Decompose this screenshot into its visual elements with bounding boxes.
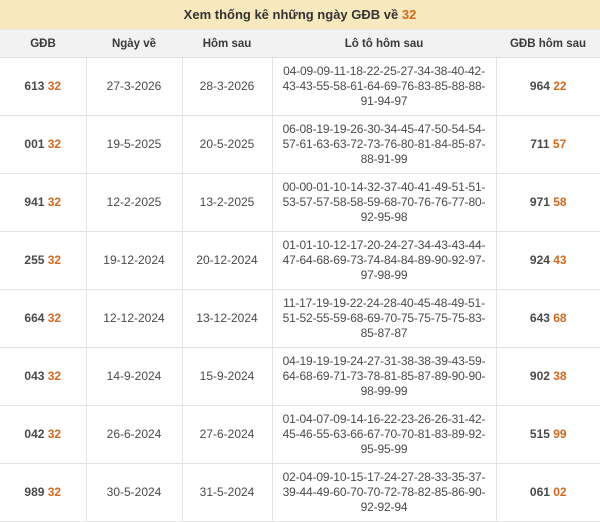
- gdb-next-prefix: 515: [529, 427, 554, 441]
- cell-gdb: 664 32: [0, 289, 87, 348]
- cell-lo-to-hom-sau: 06-08-19-19-26-30-34-45-47-50-54-54-57-6…: [272, 115, 497, 174]
- table-body: 613 32 27-3-2026 28-3-2026 04-09-09-11-18-2…: [0, 57, 600, 522]
- column-header-lo-to-hom-sau: Lô tô hôm sau: [272, 29, 496, 58]
- gdb-suffix: 32: [47, 427, 62, 441]
- table-row: 664 32 12-12-2024 13-12-2024 11-17-19-19-22…: [0, 289, 600, 348]
- column-header-ngay-ve: Ngày về: [86, 29, 182, 58]
- gdb-prefix: 664: [24, 311, 48, 325]
- table-row: 043 32 14-9-2024 15-9-2024 04-19-19-19-24-2…: [0, 347, 600, 406]
- cell-gdb-hom-sau: 924 43: [496, 231, 600, 290]
- cell-ngay-ve: 19-12-2024: [86, 231, 183, 290]
- gdb-next-suffix: 38: [553, 369, 567, 383]
- gdb-next-suffix: 57: [552, 137, 567, 151]
- cell-gdb-hom-sau: 964 22: [496, 57, 600, 116]
- page-title-text: Xem thống kê những ngày GĐB về: [183, 7, 402, 22]
- gdb-next-suffix: 99: [553, 427, 567, 441]
- cell-ngay-ve: 26-6-2024: [86, 405, 183, 464]
- column-header-gdb-hom-sau: GĐB hôm sau: [496, 29, 600, 58]
- gdb-next-prefix: 924: [529, 253, 554, 267]
- gdb-suffix: 32: [47, 137, 62, 151]
- cell-gdb: 001 32: [0, 115, 87, 174]
- cell-gdb-hom-sau: 971 58: [496, 173, 600, 232]
- cell-lo-to-hom-sau: 04-19-19-19-24-27-31-38-38-39-43-59-64-6…: [272, 347, 497, 406]
- table-row: 042 32 26-6-2024 27-6-2024 01-04-07-09-14-1…: [0, 405, 600, 464]
- gdb-suffix: 32: [47, 253, 62, 267]
- gdb-next-suffix: 02: [553, 485, 567, 499]
- gdb-prefix: 255: [24, 253, 48, 267]
- gdb-suffix: 32: [47, 369, 62, 383]
- gdb-next-prefix: 971: [529, 195, 554, 209]
- cell-lo-to-hom-sau: 00-00-01-10-14-32-37-40-41-49-51-51-53-5…: [272, 173, 497, 232]
- gdb-suffix: 32: [47, 79, 62, 93]
- gdb-next-prefix: 711: [530, 137, 553, 151]
- cell-gdb-hom-sau: 515 99: [496, 405, 600, 464]
- gdb-next-suffix: 43: [553, 253, 567, 267]
- cell-ngay-ve: 27-3-2026: [86, 57, 183, 116]
- gdb-prefix: 043: [24, 369, 48, 383]
- cell-hom-sau: 28-3-2026: [182, 57, 273, 116]
- cell-hom-sau: 27-6-2024: [182, 405, 273, 464]
- table-row: 941 32 12-2-2025 13-2-2025 00-00-01-10-14-3…: [0, 173, 600, 232]
- cell-gdb: 255 32: [0, 231, 87, 290]
- statistics-table: GĐB Ngày về Hôm sau Lô tô hôm sau GĐB hô…: [0, 29, 600, 522]
- cell-hom-sau: 31-5-2024: [182, 463, 273, 522]
- cell-lo-to-hom-sau: 11-17-19-19-22-24-28-40-45-48-49-51-51-5…: [272, 289, 497, 348]
- gdb-prefix: 941: [24, 195, 48, 209]
- gdb-next-suffix: 22: [553, 79, 567, 93]
- column-header-gdb: GĐB: [0, 29, 86, 58]
- table-row: 001 32 19-5-2025 20-5-2025 06-08-19-19-26-3…: [0, 115, 600, 174]
- gdb-next-prefix: 061: [529, 485, 554, 499]
- gdb-next-suffix: 68: [553, 311, 567, 325]
- gdb-prefix: 613: [24, 79, 48, 93]
- gdb-next-prefix: 964: [529, 79, 554, 93]
- page-title: Xem thống kê những ngày GĐB về 32: [0, 0, 600, 29]
- table-header: GĐB Ngày về Hôm sau Lô tô hôm sau GĐB hô…: [0, 29, 600, 58]
- cell-hom-sau: 15-9-2024: [182, 347, 273, 406]
- gdb-suffix: 32: [47, 195, 62, 209]
- cell-hom-sau: 13-2-2025: [182, 173, 273, 232]
- cell-lo-to-hom-sau: 01-01-10-12-17-20-24-27-34-43-43-44-47-6…: [272, 231, 497, 290]
- column-header-hom-sau: Hôm sau: [182, 29, 272, 58]
- gdb-next-prefix: 643: [529, 311, 554, 325]
- table-row: 255 32 19-12-2024 20-12-2024 01-01-10-12-17…: [0, 231, 600, 290]
- cell-hom-sau: 20-12-2024: [182, 231, 273, 290]
- cell-gdb: 043 32: [0, 347, 87, 406]
- gdb-next-suffix: 58: [553, 195, 567, 209]
- cell-gdb-hom-sau: 643 68: [496, 289, 600, 348]
- gdb-suffix: 32: [47, 485, 62, 499]
- cell-ngay-ve: 12-2-2025: [86, 173, 183, 232]
- gdb-prefix: 989: [24, 485, 48, 499]
- table-row: 989 32 30-5-2024 31-5-2024 02-04-09-10-15-1…: [0, 463, 600, 522]
- cell-ngay-ve: 12-12-2024: [86, 289, 183, 348]
- cell-ngay-ve: 14-9-2024: [86, 347, 183, 406]
- cell-hom-sau: 13-12-2024: [182, 289, 273, 348]
- cell-gdb-hom-sau: 061 02: [496, 463, 600, 522]
- cell-ngay-ve: 30-5-2024: [86, 463, 183, 522]
- cell-lo-to-hom-sau: 04-09-09-11-18-22-25-27-34-38-40-42-43-4…: [272, 57, 497, 116]
- cell-hom-sau: 20-5-2025: [182, 115, 273, 174]
- table-row: 613 32 27-3-2026 28-3-2026 04-09-09-11-18-2…: [0, 57, 600, 116]
- gdb-suffix: 32: [47, 311, 62, 325]
- gdb-next-prefix: 902: [529, 369, 554, 383]
- page-title-highlight: 32: [401, 7, 417, 22]
- cell-lo-to-hom-sau: 02-04-09-10-15-17-24-27-28-33-35-37-39-4…: [272, 463, 497, 522]
- gdb-prefix: 001: [24, 137, 48, 151]
- cell-gdb: 989 32: [0, 463, 87, 522]
- cell-gdb: 042 32: [0, 405, 87, 464]
- gdb-prefix: 042: [24, 427, 48, 441]
- cell-gdb-hom-sau: 902 38: [496, 347, 600, 406]
- table-header-row: GĐB Ngày về Hôm sau Lô tô hôm sau GĐB hô…: [0, 29, 600, 58]
- cell-lo-to-hom-sau: 01-04-07-09-14-16-22-23-26-26-31-42-45-4…: [272, 405, 497, 464]
- cell-gdb: 613 32: [0, 57, 87, 116]
- cell-ngay-ve: 19-5-2025: [86, 115, 183, 174]
- cell-gdb-hom-sau: 711 57: [496, 115, 600, 174]
- cell-gdb: 941 32: [0, 173, 87, 232]
